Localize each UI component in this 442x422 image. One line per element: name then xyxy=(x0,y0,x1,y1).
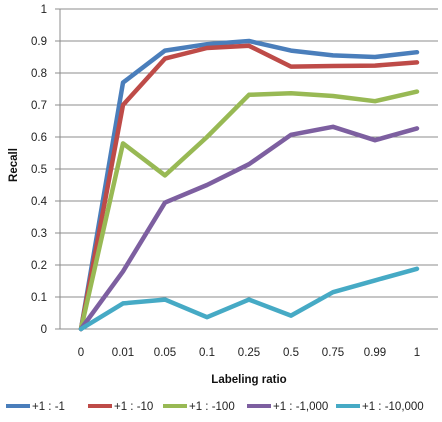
y-tick-0.4: 0.4 xyxy=(31,196,48,208)
x-tick-0.25: 0.25 xyxy=(238,347,260,359)
legend-label-3: +1 : -100 xyxy=(189,401,235,413)
x-tick-0.75: 0.75 xyxy=(322,347,344,359)
legend: +1 : -1 +1 : -10 +1 : -100 +1 : -1,000 +1 : … xyxy=(6,401,424,413)
x-tick-0.99: 0.99 xyxy=(364,347,386,359)
y-tick-0.9: 0.9 xyxy=(31,36,47,48)
series-line-1 xyxy=(78,38,420,332)
y-tick-0.3: 0.3 xyxy=(31,228,47,240)
x-tick-1: 1 xyxy=(414,347,420,359)
y-tick-0.6: 0.6 xyxy=(31,132,47,144)
series-line-4 xyxy=(78,124,420,332)
legend-item-3: +1 : -100 xyxy=(163,401,235,413)
legend-label-1: +1 : -1 xyxy=(32,401,65,413)
x-tick-0.5: 0.5 xyxy=(283,347,299,359)
axes xyxy=(55,8,438,330)
y-tick-0.8: 0.8 xyxy=(31,68,47,80)
gridlines xyxy=(60,8,438,298)
legend-label-5: +1 : -10,000 xyxy=(362,401,424,413)
x-tick-labels: 0 0.01 0.05 0.1 0.25 0.5 0.75 0.99 1 xyxy=(78,347,420,359)
series-line-2 xyxy=(78,43,420,332)
x-tick-0: 0 xyxy=(78,347,84,359)
y-tick-1: 1 xyxy=(41,4,47,16)
legend-item-5: +1 : -10,000 xyxy=(336,401,424,413)
y-tick-0.2: 0.2 xyxy=(31,260,47,272)
x-axis-label: Labeling ratio xyxy=(211,374,286,386)
y-tick-0.1: 0.1 xyxy=(31,292,47,304)
y-tick-0.7: 0.7 xyxy=(31,100,47,112)
y-axis-label: Recall xyxy=(8,148,20,182)
y-tick-0.5: 0.5 xyxy=(31,164,47,176)
legend-item-2: +1 : -10 xyxy=(88,401,153,413)
series-line-5 xyxy=(78,266,420,332)
legend-label-4: +1 : -1,000 xyxy=(273,401,328,413)
series-line-3 xyxy=(78,89,420,332)
x-tick-0.01: 0.01 xyxy=(112,347,134,359)
legend-item-4: +1 : -1,000 xyxy=(247,401,328,413)
y-tick-labels: 0 0.1 0.2 0.3 0.4 0.5 0.6 0.7 0.8 0.9 1 xyxy=(31,4,48,336)
y-tick-0: 0 xyxy=(41,324,47,336)
legend-item-1: +1 : -1 xyxy=(6,401,65,413)
x-tick-0.05: 0.05 xyxy=(154,347,176,359)
x-tick-0.1: 0.1 xyxy=(199,347,215,359)
series-lines xyxy=(78,38,420,332)
legend-label-2: +1 : -10 xyxy=(114,401,153,413)
